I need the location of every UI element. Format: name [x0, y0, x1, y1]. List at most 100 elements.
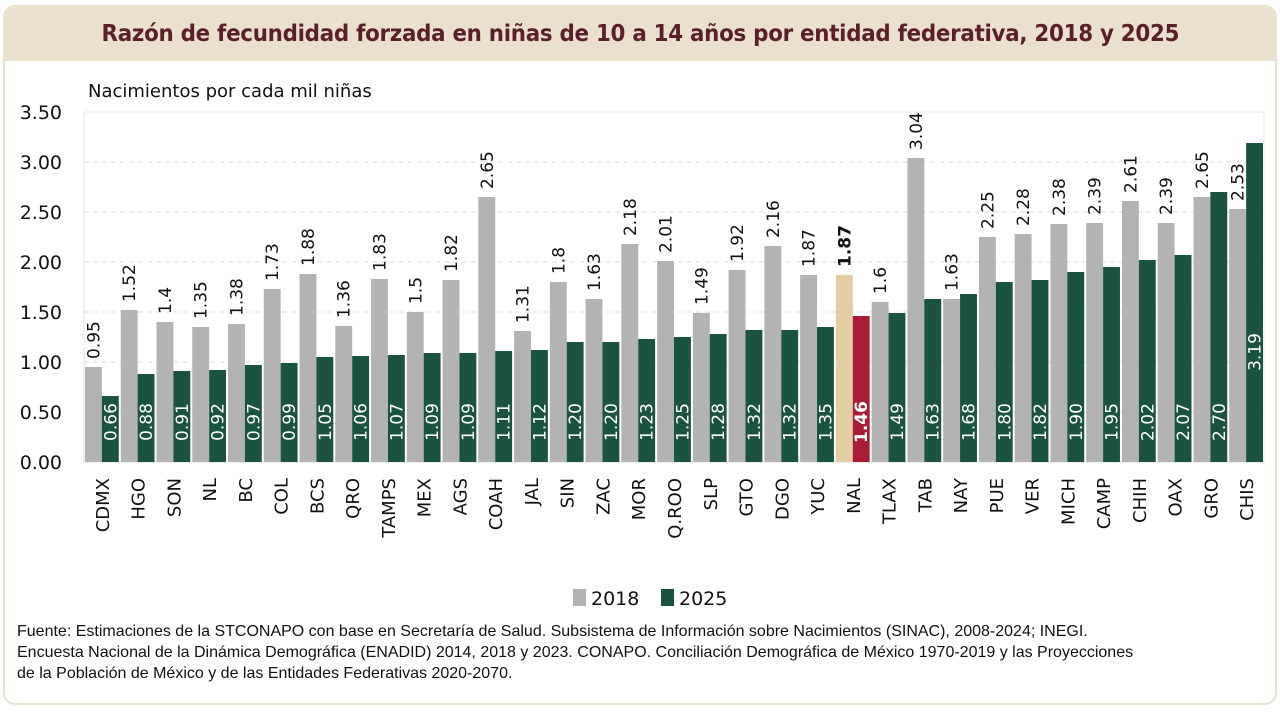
category-label-JAL: JAL	[522, 478, 543, 506]
bar-2018-TAMPS	[371, 279, 388, 462]
bar-2018-NAY	[943, 299, 961, 462]
category-label-MICH: MICH	[1058, 478, 1079, 525]
label-2018-CHIS: 2.53	[1229, 163, 1249, 201]
label-2025-NL: 0.92	[209, 403, 229, 441]
data-labels: 0.95 0.66 1.52 0.88 1.4 0.91 1.35 0.92 1.38 0.97 1…	[84, 112, 1265, 443]
label-2018-TAB: 3.04	[907, 112, 927, 150]
bar-2025-MOR	[638, 339, 656, 462]
label-2025-TAMPS: 1.07	[387, 403, 407, 441]
bar-2018-GTO	[728, 270, 746, 462]
label-2018-AGS: 1.82	[442, 234, 462, 272]
source-line: Fuente: Estimaciones de la STCONAPO con …	[17, 623, 1088, 640]
category-label-CHIS: CHIS	[1237, 478, 1258, 521]
label-2025-MICH: 1.90	[1067, 403, 1087, 441]
bar-2025-NAL	[852, 316, 870, 462]
bar-2018-MOR	[621, 244, 639, 462]
bar-2025-QRO	[352, 356, 370, 462]
bar-2025-NAY	[960, 294, 977, 462]
label-2018-GTO: 1.92	[728, 224, 748, 262]
category-label-CHIH: CHIH	[1130, 478, 1151, 523]
bar-2018-AGS	[442, 280, 460, 462]
category-label-SLP: SLP	[701, 478, 722, 510]
bar-2025-GRO	[1210, 192, 1228, 462]
category-label-CDMX: CDMX	[93, 478, 114, 532]
bar-2018-CDMX	[85, 367, 102, 462]
label-2025-BC: 0.97	[244, 403, 264, 441]
label-2025-SLP: 1.28	[709, 403, 729, 441]
y-tick-label: 0.50	[20, 402, 62, 424]
legend: 2018 2025	[573, 588, 727, 610]
bar-2025-BCS	[316, 357, 334, 462]
bar-2025-Q.ROO	[674, 337, 691, 462]
bar-2025-GTO	[745, 330, 763, 462]
source-note: Fuente: Estimaciones de la STCONAPO con …	[17, 621, 1262, 684]
y-tick-label: 1.50	[20, 302, 62, 324]
label-2018-GRO: 2.65	[1193, 151, 1213, 189]
label-2018-HGO: 1.52	[120, 264, 140, 302]
label-2025-TAB: 1.63	[924, 403, 944, 441]
bar-2018-NAL	[835, 275, 853, 462]
category-label-TLAX: TLAX	[880, 478, 901, 525]
bar-2018-SLP	[692, 313, 710, 462]
label-2025-MEX: 1.09	[423, 403, 443, 441]
bar-2025-SIN	[566, 342, 584, 462]
label-2018-SON: 1.4	[156, 287, 176, 314]
y-tick-label: 3.00	[20, 152, 62, 174]
label-2025-YUC: 1.35	[816, 403, 836, 441]
category-label-HGO: HGO	[129, 478, 150, 520]
bar-2025-SON	[173, 371, 191, 462]
bar-2025-TAMPS	[387, 355, 405, 462]
category-label-SON: SON	[164, 478, 185, 517]
bar-2025-AGS	[459, 353, 477, 462]
bar-2018-TAB	[907, 158, 925, 462]
label-2018-SLP: 1.49	[692, 267, 712, 305]
label-2018-CDMX: 0.95	[84, 321, 104, 359]
category-label-TAMPS: TAMPS	[379, 478, 400, 539]
bar-2018-TLAX	[871, 302, 889, 462]
bar-2018-MEX	[406, 312, 424, 462]
label-2025-OAX: 2.07	[1174, 403, 1194, 441]
bar-2025-SLP	[709, 334, 727, 462]
category-label-COAH: COAH	[486, 478, 507, 530]
label-2018-MICH: 2.38	[1050, 178, 1070, 216]
label-2025-QRO: 1.06	[352, 403, 372, 441]
label-2025-CHIH: 2.02	[1138, 403, 1158, 441]
label-2018-Q.ROO: 2.01	[657, 215, 677, 253]
bars	[85, 143, 1263, 462]
bar-2018-ZAC	[585, 299, 603, 462]
label-2018-MOR: 2.18	[621, 198, 641, 236]
label-2018-VER: 2.28	[1014, 188, 1034, 226]
category-label-BCS: BCS	[307, 478, 328, 514]
legend-label-2025: 2025	[679, 588, 727, 610]
category-label-Q.ROO: Q.ROO	[665, 478, 686, 539]
category-label-NAL: NAL	[844, 478, 865, 514]
category-label-MEX: MEX	[415, 478, 436, 517]
label-2025-COL: 0.99	[280, 403, 300, 441]
label-2018-SIN: 1.8	[549, 247, 569, 274]
y-tick-label: 0.00	[20, 452, 62, 474]
bar-2025-DGO	[781, 330, 799, 462]
chart-title: Razón de fecundidad forzada en niñas de …	[101, 21, 1179, 47]
label-2025-SIN: 1.20	[566, 403, 586, 441]
bar-2025-HGO	[137, 374, 155, 462]
category-label-MOR: MOR	[629, 478, 650, 520]
label-2018-BCS: 1.88	[299, 228, 319, 266]
y-axis-label: Nacimientos por cada mil niñas	[88, 81, 372, 102]
bar-2025-PUE	[995, 282, 1013, 462]
bar-2018-Q.ROO	[657, 261, 674, 462]
bar-2025-CHIH	[1138, 260, 1156, 462]
label-2025-HGO: 0.88	[137, 403, 157, 441]
label-2018-OAX: 2.39	[1157, 177, 1177, 215]
category-label-GTO: GTO	[737, 478, 758, 516]
bar-2025-COL	[280, 363, 298, 462]
bar-2025-NL	[209, 370, 227, 462]
category-label-ZAC: ZAC	[593, 478, 614, 515]
category-label-PUE: PUE	[987, 478, 1008, 513]
category-label-NL: NL	[200, 478, 221, 502]
label-2018-ZAC: 1.63	[585, 253, 605, 291]
title-bar: Razón de fecundidad forzada en niñas de …	[5, 7, 1275, 61]
label-2025-PUE: 1.80	[995, 403, 1015, 441]
label-2018-TAMPS: 1.83	[371, 233, 391, 271]
bar-2025-MEX	[423, 353, 441, 462]
bar-2018-MICH	[1050, 224, 1068, 462]
